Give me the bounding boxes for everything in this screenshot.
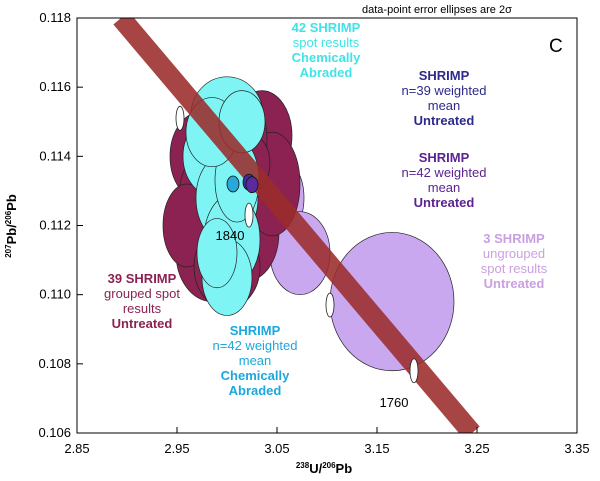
annotation-line: mean [239,353,272,368]
x-tick-label: 2.85 [64,441,89,456]
y-tick-label: 0.112 [39,218,71,233]
plot-frame [76,17,578,434]
annotation-line: Untreated [112,316,173,331]
annotation-line: mean [428,180,461,195]
annotation-ann_w42ca: SHRIMP n=42 weighted mean Chemically Abraded [213,323,298,398]
annotation-line: SHRIMP [419,150,470,165]
x-axis: 2.85 2.95 3.05 3.15 3.25 3.35 [64,427,590,456]
annotation-line: Untreated [484,276,545,291]
plot-area: C [76,17,578,434]
y-tick-label: 0.114 [39,148,71,163]
annotation-line: spot results [481,261,548,276]
annotation-line: mean [428,98,461,113]
panel-label: C [549,36,563,57]
annotation-ann_w39: SHRIMP n=39 weighted mean Untreated [402,68,487,128]
annotation-line: ungrouped [483,246,545,261]
annotation-ann_ca42: 42 SHRIMP spot results Chemically Abraded [292,20,361,80]
age-marker [244,202,254,228]
y-axis-title-main2: Pb [4,194,19,211]
annotation-line: Abraded [300,65,353,80]
age-marker [409,358,419,384]
y-tick-label: 0.118 [39,10,71,25]
weighted-mean-point [245,176,259,194]
annotation-line: spot results [293,35,360,50]
weighted-mean-point [226,175,240,193]
error-ellipse-series-1 [196,218,238,289]
y-axis-title-main1: Pb/ [4,224,19,245]
annotation-line: SHRIMP [230,323,281,338]
annotation-ann_ungrouped: 3 SHRIMP ungrouped spot results Untreated [481,231,548,291]
annotation-ann_w42u: SHRIMP n=42 weighted mean Untreated [402,150,487,210]
error-ellipse-note: data-point error ellipses are 2σ [362,4,512,16]
annotations: 42 SHRIMP spot results Chemically Abraded SH… [104,20,548,398]
annotation-line: n=39 weighted [402,83,487,98]
annotation-line: Abraded [229,383,282,398]
x-axis-title: 238U/206Pb [296,461,352,476]
annotation-line: 3 SHRIMP [483,231,545,246]
y-axis-title-sup1: 207 [4,244,13,258]
age-marker [325,292,335,318]
x-axis-title-sup1: 238 [296,461,310,470]
weighted-means-layer [226,173,259,194]
age-marker [175,105,185,131]
y-axis-title: 207Pb/206Pb [4,194,19,258]
annotation-ann_grouped39: 39 SHRIMP grouped spot results Untreated [104,271,180,331]
x-tick-label: 2.95 [164,441,189,456]
age-label-1760: 1760 [380,395,409,410]
annotation-line: 42 SHRIMP [292,20,361,35]
annotation-line: Chemically [221,368,290,383]
x-axis-title-main1: U/ [309,461,322,476]
annotation-line: n=42 weighted [402,165,487,180]
y-tick-label: 0.110 [39,287,71,302]
x-tick-label: 3.25 [464,441,489,456]
age-label-1840: 1840 [216,228,245,243]
annotation-line: 39 SHRIMP [108,271,177,286]
annotation-line: Untreated [414,195,475,210]
x-tick-label: 3.15 [364,441,389,456]
annotation-line: SHRIMP [419,68,470,83]
concordia-layer [113,18,480,433]
y-tick-label: 0.106 [38,425,71,440]
y-tick-label: 0.108 [38,356,71,371]
x-tick-label: 3.35 [564,441,589,456]
x-axis-title-sup2: 206 [322,461,336,470]
x-tick-label: 3.05 [264,441,289,456]
annotation-line: n=42 weighted [213,338,298,353]
annotation-line: Chemically [292,50,361,65]
x-axis-title-main2: Pb [336,461,353,476]
annotation-line: grouped spot [104,286,180,301]
annotation-line: Untreated [414,113,475,128]
annotation-line: results [123,301,162,316]
y-axis: 0.106 0.108 0.110 0.112 0.114 0.116 0.118 [38,10,83,440]
y-axis-title-sup2: 206 [4,210,13,224]
y-tick-label: 0.116 [39,79,71,94]
